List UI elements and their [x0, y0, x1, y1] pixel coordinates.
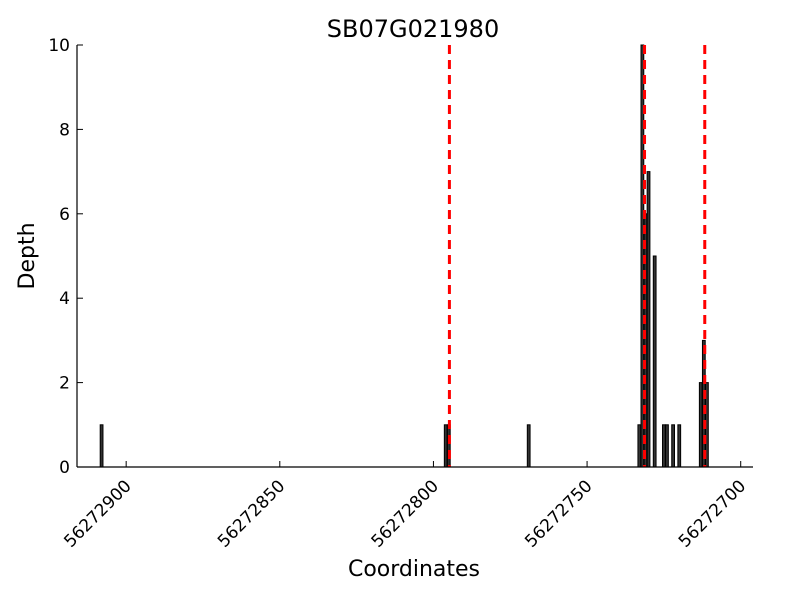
bars-layer [99, 44, 709, 468]
bar-3 [526, 424, 531, 468]
x-tick-label-3: 56272750 [521, 476, 596, 551]
bar-6 [643, 213, 648, 468]
bar-7 [646, 171, 651, 468]
bar-11 [671, 424, 675, 468]
axes-layer [76, 45, 753, 468]
bar-4 [637, 424, 642, 468]
bar-2 [446, 424, 451, 468]
y-tick-label-0: 0 [59, 458, 70, 478]
x-tick-label-0: 56272900 [60, 476, 135, 551]
bar-10 [665, 424, 669, 468]
bar-13 [698, 382, 703, 468]
y-axis-label: Depth [15, 222, 40, 289]
bar-8 [652, 255, 657, 468]
y-tick-label-5: 10 [48, 36, 70, 56]
y-tick-label-3: 6 [59, 205, 70, 225]
bar-0 [99, 424, 104, 468]
chart-title: SB07G021980 [327, 15, 499, 43]
x-tick-label-4: 56272700 [675, 476, 750, 551]
bar-9 [662, 424, 666, 468]
vlines-layer [447, 45, 707, 467]
y-tick-label-2: 4 [59, 289, 70, 309]
y-tick-label-4: 8 [59, 120, 70, 140]
x-tick-label-2: 56272800 [368, 476, 443, 551]
y-tick-label-1: 2 [59, 374, 70, 394]
x-tick-label-1: 56272850 [214, 476, 289, 551]
x-axis-label: Coordinates [348, 557, 480, 582]
bar-1 [443, 424, 448, 468]
bar-12 [677, 424, 682, 468]
bar-14 [701, 339, 706, 468]
